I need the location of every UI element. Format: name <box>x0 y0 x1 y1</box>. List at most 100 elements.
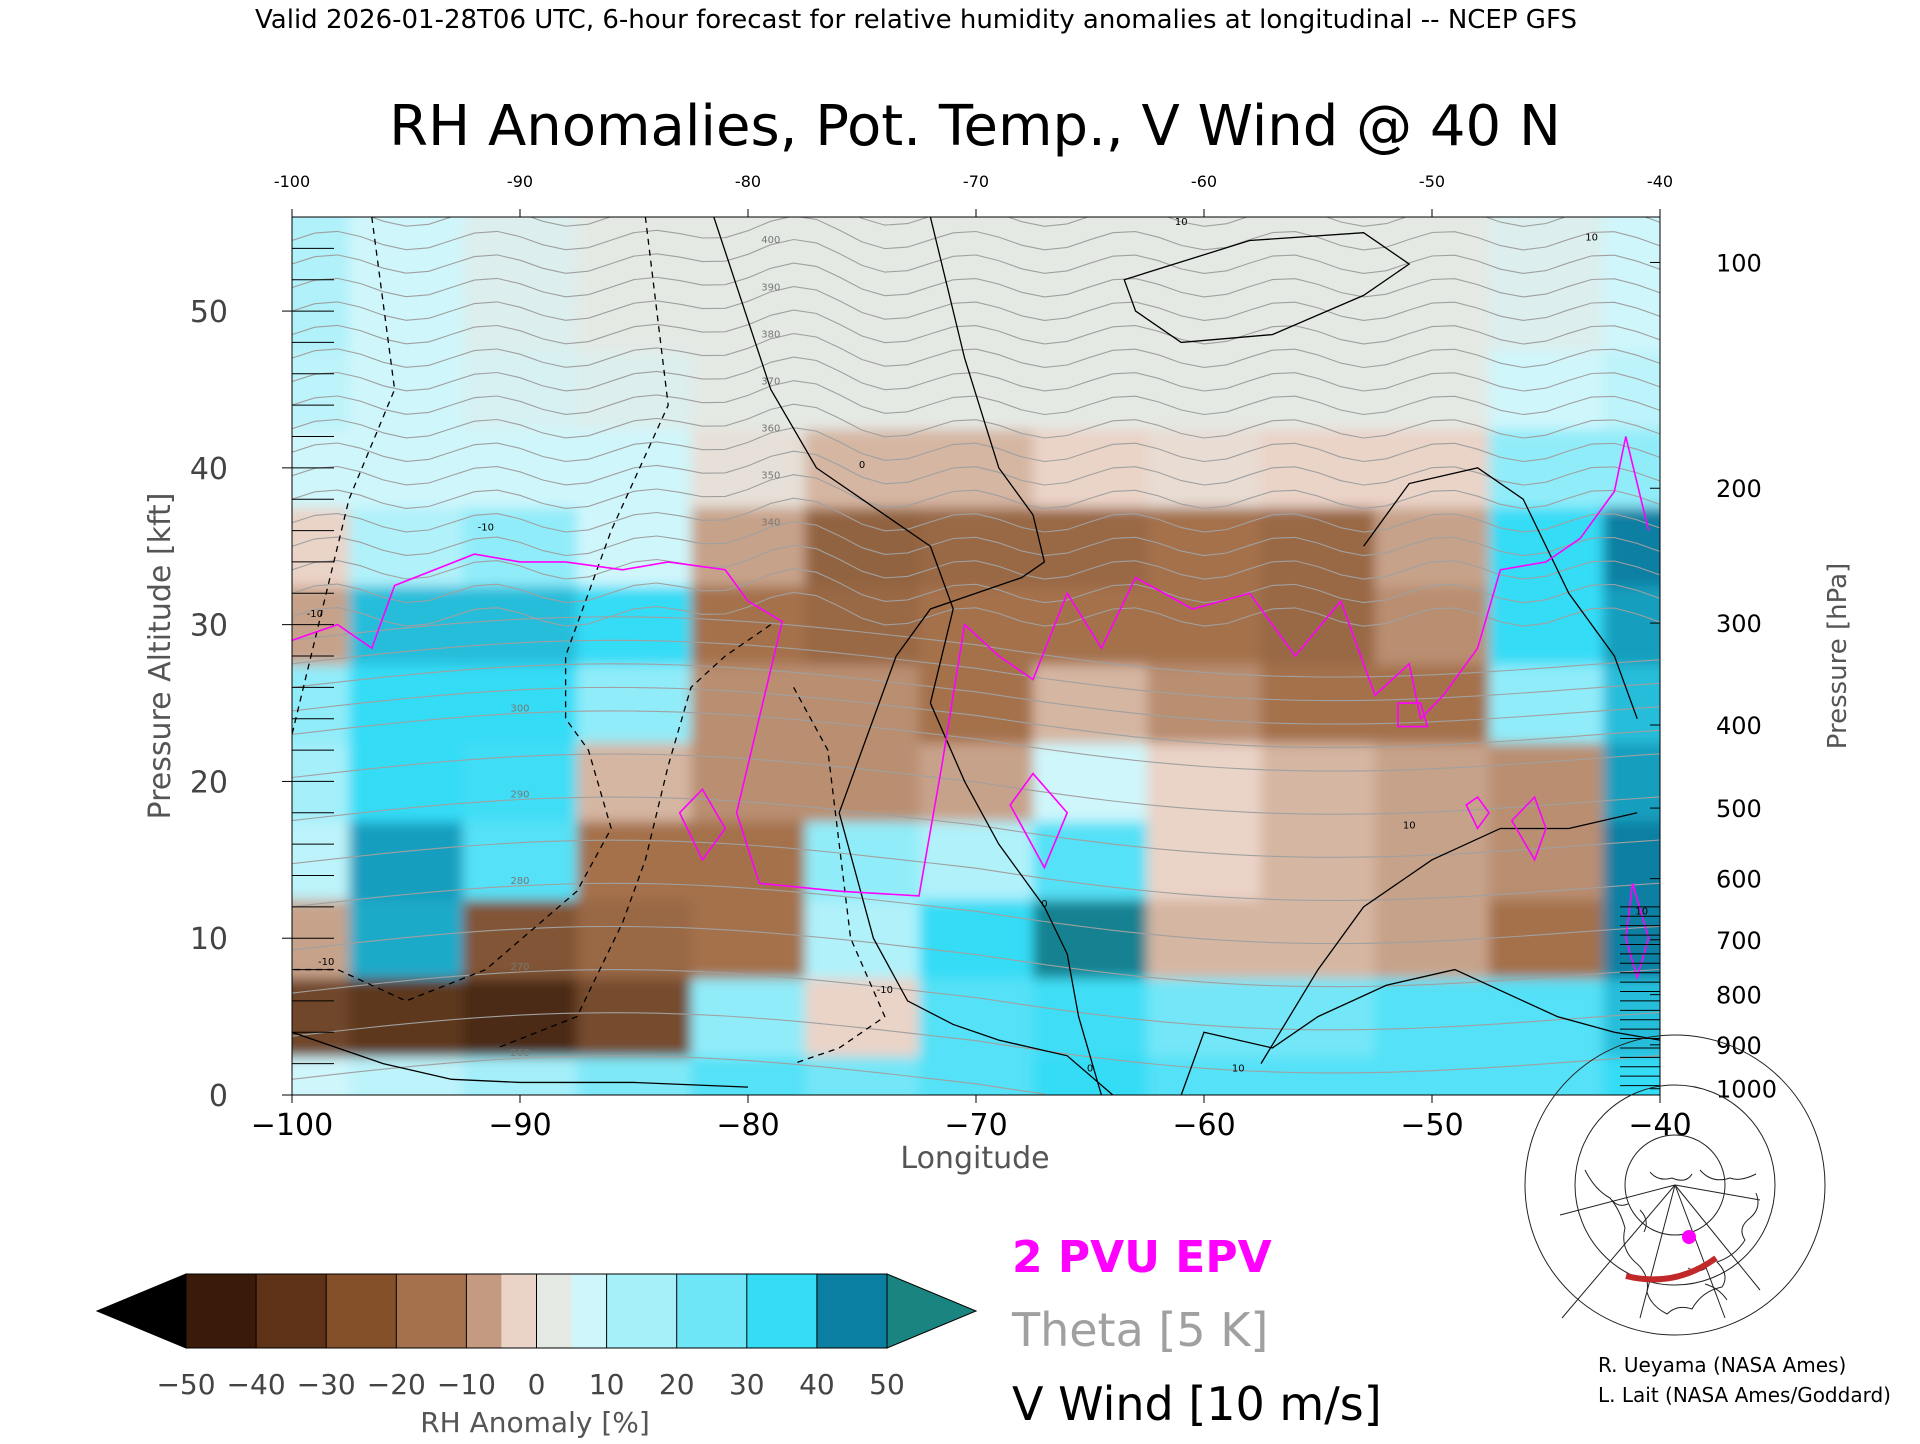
heatmap-cell <box>1489 820 1604 901</box>
epv-closed-contour <box>1009 772 1069 870</box>
heatmap-cell <box>691 217 806 273</box>
vwind-contour-label: -10 <box>478 523 494 534</box>
heatmap-cell <box>1033 428 1148 509</box>
heatmap-cell <box>577 507 692 587</box>
heatmap-cell <box>1033 977 1148 1057</box>
heatmap-cell <box>577 428 692 509</box>
heatmap-cell <box>1033 271 1148 352</box>
locator-meridian <box>1559 1184 1676 1216</box>
theta-contour <box>292 497 1660 533</box>
legend-epv: 2 PVU EPV <box>1012 1232 1272 1283</box>
heatmap-cell <box>349 350 464 430</box>
heatmap-cell <box>577 585 692 665</box>
theta-contour <box>292 925 1660 988</box>
heatmap-cell <box>463 217 578 273</box>
y-axis-label-right: Pressure [hPa] <box>1823 563 1853 750</box>
heatmap-cell <box>919 820 1034 901</box>
rh-anomaly-heatmap <box>292 217 1660 1095</box>
heatmap-cell <box>691 742 806 822</box>
theta-contour-label: 350 <box>761 470 780 481</box>
heatmap-cell <box>1603 977 1660 1057</box>
theta-contour <box>292 663 1660 725</box>
heatmap-cell <box>577 663 692 744</box>
top-tick-label: -80 <box>735 172 761 191</box>
heatmap-cell <box>1489 271 1604 352</box>
vwind-contour-label: -10 <box>318 957 334 968</box>
heatmap-cell <box>691 899 806 979</box>
heatmap-cell <box>1033 217 1148 273</box>
heatmap-cell <box>349 1055 464 1095</box>
theta-contour-label: 370 <box>761 376 780 387</box>
locator-coastline <box>1584 1169 1759 1315</box>
colorbar-label: RH Anomaly [%] <box>420 1406 650 1439</box>
theta-contour <box>292 1012 1660 1074</box>
heatmap-cell <box>463 271 578 352</box>
vwind-contour-label: 0 <box>1087 1063 1093 1074</box>
locator-coastline <box>1649 1169 1757 1181</box>
x-tick-label: −80 <box>716 1108 779 1143</box>
colorbar-bin <box>466 1274 502 1348</box>
theta-contour <box>292 882 1660 945</box>
heatmap-cell <box>805 663 920 744</box>
heatmap-cell <box>805 217 920 273</box>
y-tick-label: 10 <box>190 922 228 957</box>
theta-contour <box>292 568 1660 604</box>
theta-contour <box>292 427 1660 463</box>
top-tick-label: -90 <box>507 172 533 191</box>
epv-closed-contour <box>678 787 727 862</box>
theta-contour <box>292 217 1660 227</box>
heatmap-cell <box>691 1055 806 1095</box>
theta-contour <box>292 969 1660 1031</box>
colorbar-tick-label: −40 <box>227 1368 286 1401</box>
heatmap-cell <box>1147 820 1262 901</box>
colorbar-bin <box>676 1274 747 1348</box>
heatmap-cell <box>292 350 350 430</box>
heatmap-cell <box>349 742 464 822</box>
heatmap-cell <box>1147 217 1262 273</box>
heatmap-cell <box>349 585 464 665</box>
heatmap-cell <box>805 350 920 430</box>
epv-2pvu-line <box>292 436 1650 897</box>
heatmap-cell <box>1603 507 1660 587</box>
colorbar-tick-label: 30 <box>729 1368 765 1401</box>
top-tick-label: -60 <box>1191 172 1217 191</box>
heatmap-cell <box>349 217 464 273</box>
heatmap-cell <box>463 742 578 822</box>
heatmap-cell <box>349 977 464 1057</box>
heatmap-cell <box>463 1055 578 1095</box>
heatmap-cell <box>1261 428 1376 509</box>
epv-contours <box>292 436 1650 981</box>
top-tick-label: -40 <box>1647 172 1673 191</box>
theta-contour <box>292 544 1660 580</box>
top-tick-label: -100 <box>274 172 310 191</box>
heatmap-cell <box>463 507 578 587</box>
heatmap-cell <box>919 217 1034 273</box>
heatmap-cell <box>1147 742 1262 822</box>
epv-closed-contour <box>1624 883 1650 981</box>
theta-contour <box>292 686 1660 749</box>
heatmap-cell <box>292 977 350 1057</box>
pressure-tick-label: 200 <box>1716 475 1762 503</box>
heatmap-cell <box>919 350 1034 430</box>
vwind-contour <box>1180 968 1660 1095</box>
vwind-contour <box>713 217 1103 1095</box>
heatmap-cell <box>1147 977 1262 1057</box>
colorbar-tick-label: 0 <box>528 1368 546 1401</box>
vwind-contour-label: 10 <box>1585 233 1598 244</box>
heatmap-cell <box>1033 899 1148 979</box>
colorbar-bin <box>571 1274 607 1348</box>
theta-contour-label: 390 <box>761 282 780 293</box>
heatmap-cell <box>1261 1055 1376 1095</box>
colorbar-bin <box>816 1274 887 1348</box>
vwind-contour-label: 0 <box>1041 899 1047 910</box>
vwind-contour <box>1260 812 1638 1064</box>
heatmap-cell <box>1147 271 1262 352</box>
vwind-contour <box>1363 467 1638 719</box>
heatmap-cell <box>1375 820 1490 901</box>
x-tick-label: −60 <box>1172 1108 1235 1143</box>
colorbar-bin <box>501 1274 537 1348</box>
heatmap-cell <box>577 820 692 901</box>
heatmap-cell <box>349 663 464 744</box>
heatmap-cell <box>1375 1055 1490 1095</box>
